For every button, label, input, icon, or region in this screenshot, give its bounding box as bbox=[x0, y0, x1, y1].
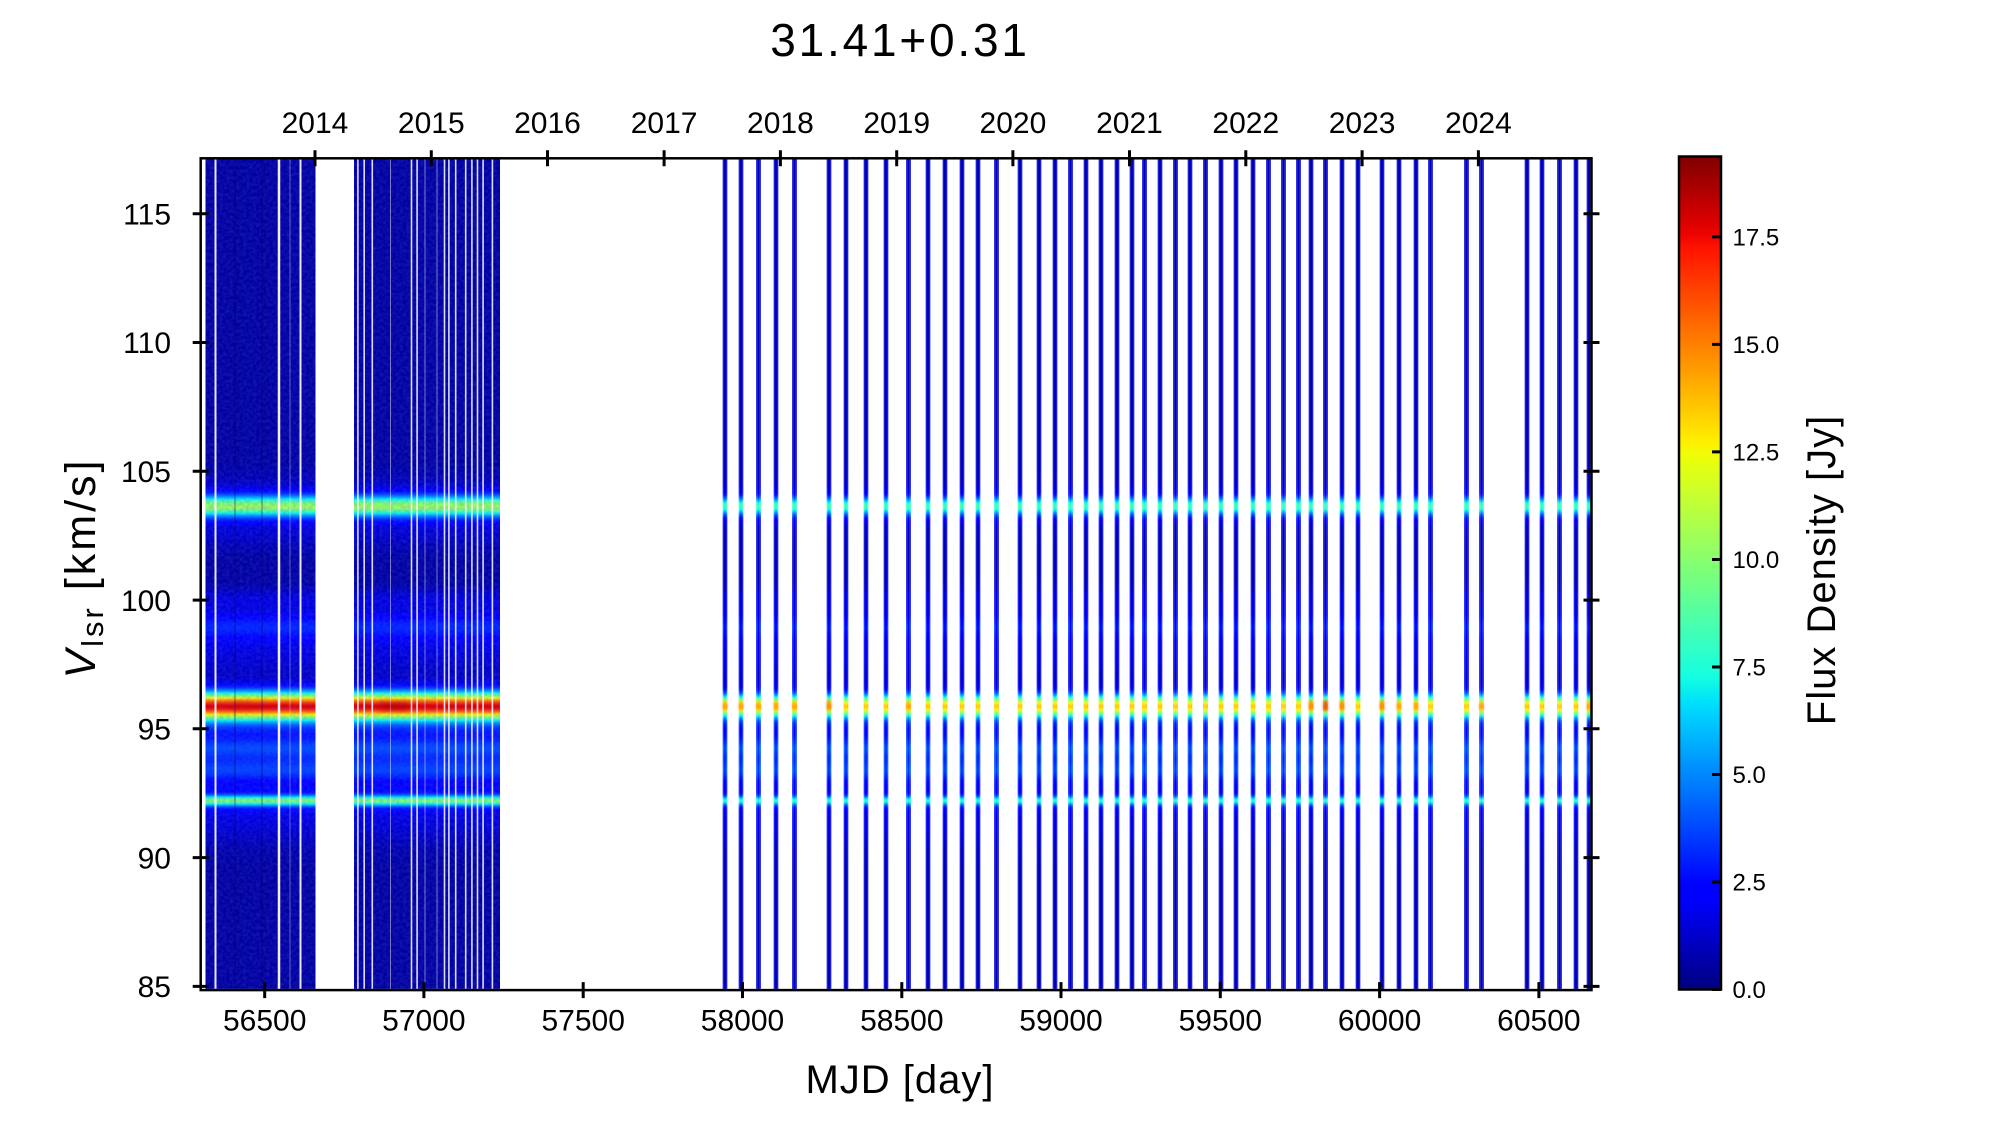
svg-text:2.5: 2.5 bbox=[1733, 870, 1766, 897]
svg-text:57500: 57500 bbox=[541, 1005, 624, 1038]
svg-text:95: 95 bbox=[138, 714, 171, 747]
svg-text:10.0: 10.0 bbox=[1733, 547, 1780, 574]
svg-text:110: 110 bbox=[123, 327, 171, 360]
svg-text:85: 85 bbox=[138, 971, 171, 1004]
svg-text:15.0: 15.0 bbox=[1733, 332, 1780, 359]
svg-text:2015: 2015 bbox=[398, 107, 465, 140]
svg-text:12.5: 12.5 bbox=[1733, 440, 1780, 467]
svg-text:58000: 58000 bbox=[701, 1005, 784, 1038]
svg-text:115: 115 bbox=[123, 198, 171, 231]
svg-text:31.41+0.31: 31.41+0.31 bbox=[770, 14, 1030, 66]
svg-text:2020: 2020 bbox=[980, 107, 1047, 140]
svg-text:90: 90 bbox=[138, 842, 171, 875]
svg-text:58500: 58500 bbox=[860, 1005, 943, 1038]
svg-text:2023: 2023 bbox=[1329, 107, 1396, 140]
svg-text:Vlsr [km/s]: Vlsr [km/s] bbox=[57, 457, 110, 678]
svg-text:2018: 2018 bbox=[747, 107, 814, 140]
svg-text:60500: 60500 bbox=[1497, 1005, 1580, 1038]
svg-text:2021: 2021 bbox=[1096, 107, 1163, 140]
svg-text:7.5: 7.5 bbox=[1733, 655, 1766, 682]
svg-text:17.5: 17.5 bbox=[1733, 225, 1780, 252]
svg-text:2022: 2022 bbox=[1212, 107, 1279, 140]
svg-text:60000: 60000 bbox=[1338, 1005, 1421, 1038]
svg-text:59000: 59000 bbox=[1019, 1005, 1102, 1038]
svg-text:105: 105 bbox=[121, 456, 171, 489]
svg-text:57000: 57000 bbox=[382, 1005, 465, 1038]
svg-text:0.0: 0.0 bbox=[1733, 977, 1766, 1004]
svg-text:2017: 2017 bbox=[631, 107, 698, 140]
svg-text:Flux Density [Jy]: Flux Density [Jy] bbox=[1800, 415, 1844, 725]
svg-text:MJD [day]: MJD [day] bbox=[805, 1058, 994, 1102]
svg-text:56500: 56500 bbox=[223, 1005, 306, 1038]
svg-text:2019: 2019 bbox=[863, 107, 930, 140]
svg-text:2014: 2014 bbox=[282, 107, 349, 140]
svg-text:2016: 2016 bbox=[514, 107, 581, 140]
svg-text:59500: 59500 bbox=[1179, 1005, 1262, 1038]
svg-text:100: 100 bbox=[121, 585, 171, 618]
svg-text:5.0: 5.0 bbox=[1733, 762, 1766, 789]
svg-text:2024: 2024 bbox=[1445, 107, 1512, 140]
